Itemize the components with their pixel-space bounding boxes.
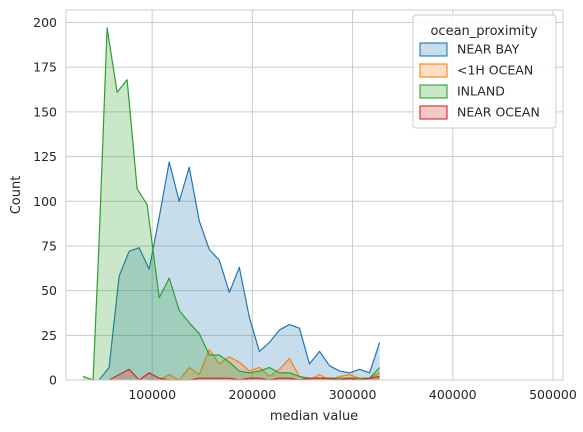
legend-label: INLAND (457, 84, 505, 99)
legend-swatch (420, 43, 447, 56)
y-tick-label: 150 (33, 104, 57, 119)
y-tick-label: 0 (49, 373, 57, 388)
y-tick-label: 25 (41, 328, 57, 343)
legend-label: NEAR OCEAN (457, 105, 540, 120)
x-tick-label: 200000 (229, 387, 277, 402)
x-tick-label: 300000 (329, 387, 377, 402)
legend-item-near-bay: NEAR BAY (420, 42, 520, 57)
y-axis-label: Count (9, 176, 24, 215)
legend: ocean_proximity NEAR BAY <1H OCEAN INLAND N… (413, 15, 556, 128)
legend-label: NEAR BAY (457, 42, 520, 57)
legend-swatch (420, 106, 447, 119)
legend-item-1h-ocean: <1H OCEAN (420, 63, 533, 78)
x-axis-label: median value (270, 409, 358, 424)
legend-item-inland: INLAND (420, 84, 505, 99)
y-tick-label: 125 (33, 149, 57, 164)
y-tick-label: 100 (33, 194, 57, 209)
y-tick-label: 50 (41, 283, 57, 298)
legend-swatch (420, 64, 447, 77)
x-tick-label: 100000 (128, 387, 176, 402)
legend-title: ocean_proximity (430, 24, 537, 39)
legend-swatch (420, 85, 447, 98)
y-tick-label: 175 (33, 60, 57, 75)
x-tick-label: 500000 (529, 387, 577, 402)
x-tick-label: 400000 (429, 387, 477, 402)
y-tick-label: 75 (41, 238, 57, 253)
y-tick-label: 200 (33, 15, 57, 30)
legend-item-near-ocean: NEAR OCEAN (420, 105, 540, 120)
legend-label: <1H OCEAN (457, 63, 533, 78)
